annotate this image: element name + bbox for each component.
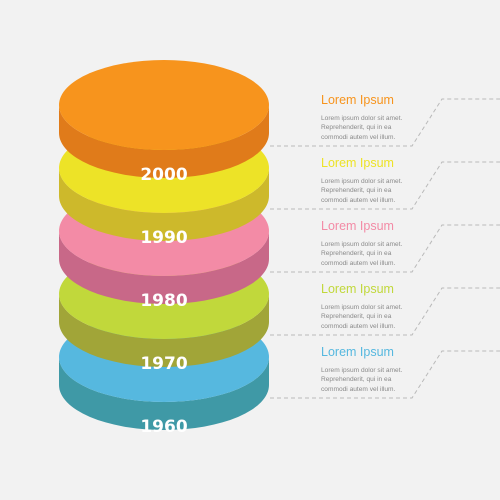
info-title: Lorem Ipsum (321, 282, 394, 296)
layer-side-1990 (59, 168, 269, 241)
info-body: Lorem ipsum dolor sit amet. Reprehenderit… (321, 114, 426, 142)
connector-line-1980 (270, 224, 500, 273)
layer-top-2000 (59, 60, 269, 150)
info-block-2000: Lorem Ipsum Lorem ipsum dolor sit amet. Re… (321, 93, 426, 142)
layer-2000: 2000 (59, 60, 269, 185)
info-body-line: Lorem ipsum dolor sit amet. (321, 241, 403, 248)
info-body-line: Reprehenderit, qui in ea (321, 124, 392, 132)
info-body: Lorem ipsum dolor sit amet. Reprehenderit… (321, 177, 426, 205)
info-block-1970: Lorem Ipsum Lorem ipsum dolor sit amet. Re… (321, 282, 426, 331)
layer-side-2000 (59, 105, 269, 178)
connector-line-2000 (270, 98, 500, 147)
info-body: Lorem ipsum dolor sit amet. Reprehenderit… (321, 366, 426, 394)
info-body-line: Lorem ipsum dolor sit amet. (321, 304, 403, 311)
year-label-1960: 1960 (140, 417, 187, 437)
info-title: Lorem Ipsum (321, 219, 394, 233)
layer-side-1970 (59, 294, 269, 367)
info-title: Lorem Ipsum (321, 345, 394, 359)
info-body: Lorem ipsum dolor sit amet. Reprehenderit… (321, 240, 426, 268)
connector-line-1960 (270, 350, 500, 399)
info-body: Lorem ipsum dolor sit amet. Reprehenderit… (321, 303, 426, 331)
info-body-line: commodi autem vel illum. (321, 322, 396, 330)
info-block-1990: Lorem Ipsum Lorem ipsum dolor sit amet. Re… (321, 156, 426, 205)
info-body-line: Lorem ipsum dolor sit amet. (321, 367, 403, 374)
info-body-line: Lorem ipsum dolor sit amet. (321, 178, 403, 185)
layer-side-1980 (59, 231, 269, 304)
year-label-2000: 2000 (140, 165, 187, 185)
info-body-line: Reprehenderit, qui in ea (321, 313, 392, 321)
info-body-line: Reprehenderit, qui in ea (321, 376, 392, 384)
year-label-1990: 1990 (140, 228, 187, 248)
info-block-1960: Lorem Ipsum Lorem ipsum dolor sit amet. Re… (321, 345, 426, 394)
connector-line-1990 (270, 161, 500, 210)
info-body-line: Reprehenderit, qui in ea (321, 250, 392, 258)
info-body-line: commodi autem vel illum. (321, 196, 396, 204)
connector-line-1970 (270, 287, 500, 336)
info-body-line: commodi autem vel illum. (321, 385, 396, 393)
layer-side-1960 (59, 357, 269, 430)
info-body-line: commodi autem vel illum. (321, 259, 396, 267)
info-body-line: Lorem ipsum dolor sit amet. (321, 115, 403, 122)
info-title: Lorem Ipsum (321, 93, 394, 107)
info-body-line: Reprehenderit, qui in ea (321, 187, 392, 195)
year-label-1970: 1970 (140, 354, 187, 374)
info-title: Lorem Ipsum (321, 156, 394, 170)
year-label-1980: 1980 (140, 291, 187, 311)
info-body-line: commodi autem vel illum. (321, 133, 396, 141)
info-block-1980: Lorem Ipsum Lorem ipsum dolor sit amet. Re… (321, 219, 426, 268)
